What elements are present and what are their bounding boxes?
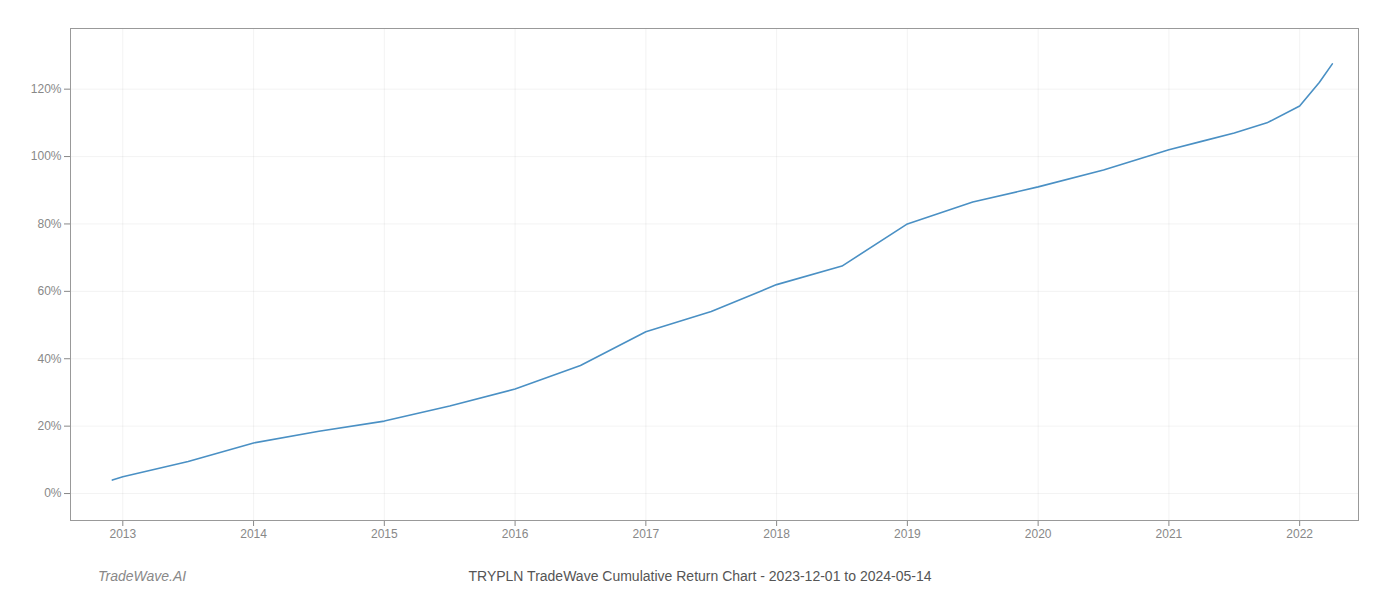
svg-text:2014: 2014 bbox=[240, 527, 267, 541]
svg-text:2016: 2016 bbox=[502, 527, 529, 541]
svg-text:100%: 100% bbox=[31, 149, 62, 163]
svg-text:60%: 60% bbox=[37, 284, 61, 298]
svg-text:2013: 2013 bbox=[109, 527, 136, 541]
svg-text:20%: 20% bbox=[37, 419, 61, 433]
svg-text:80%: 80% bbox=[37, 217, 61, 231]
svg-text:0%: 0% bbox=[44, 486, 62, 500]
svg-text:2019: 2019 bbox=[894, 527, 921, 541]
svg-text:2021: 2021 bbox=[1156, 527, 1183, 541]
svg-text:2015: 2015 bbox=[371, 527, 398, 541]
svg-text:40%: 40% bbox=[37, 352, 61, 366]
svg-text:120%: 120% bbox=[31, 82, 62, 96]
svg-text:2018: 2018 bbox=[763, 527, 790, 541]
html-text:TRYPLN TradeWave Cumulative Re: TRYPLN TradeWave Cumulative Return Chart… bbox=[468, 568, 932, 584]
svg-text:2022: 2022 bbox=[1286, 527, 1313, 541]
svg-text:2020: 2020 bbox=[1025, 527, 1052, 541]
html-text:TradeWave.AI: TradeWave.AI bbox=[98, 568, 187, 584]
svg-text:2017: 2017 bbox=[632, 527, 659, 541]
